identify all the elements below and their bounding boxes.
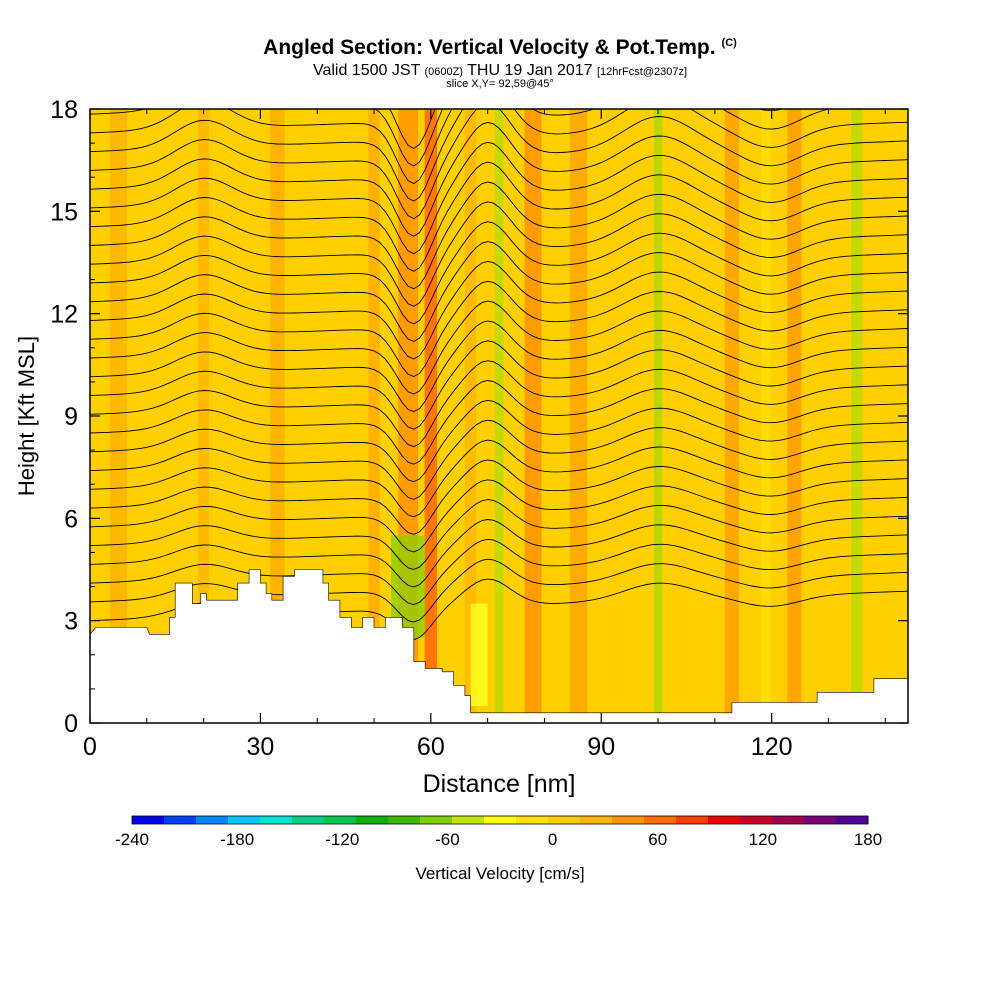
theta-contour (90, 380, 908, 465)
theta-contour (90, 300, 908, 395)
theta-contour (90, 439, 908, 518)
y-axis-label: Height [Kft MSL] (14, 336, 39, 496)
theta-contour (90, 181, 908, 290)
y-tick-label: 9 (64, 403, 78, 431)
colorbar-swatch (708, 816, 741, 824)
theta-contour (90, 459, 908, 535)
colorbar-swatch (324, 816, 357, 824)
colorbar-swatch (548, 816, 581, 824)
colorbar-tick-label: -180 (220, 830, 254, 849)
theta-contour (90, 499, 908, 570)
colorbar-swatch (420, 816, 453, 824)
theta-contour (90, 109, 832, 185)
axes: 0 30 60 90 120 0 3 6 9 12 15 18 Distance [nm] Height … (14, 96, 908, 798)
theta-contour (90, 280, 908, 377)
slice-label: slice X,Y= 92,59@45° (446, 78, 554, 90)
colorbar-swatch (836, 816, 869, 824)
chart-title: Angled Section: Vertical Velocity & Pot.… (263, 36, 737, 59)
colorbar-tick-label: -120 (325, 830, 359, 849)
x-tick-label: 120 (751, 733, 793, 761)
theta-contour (90, 479, 908, 553)
theta-contour (90, 399, 908, 483)
theta-contour (90, 260, 908, 360)
theta-contour (90, 221, 908, 325)
colorbar-tick-label: 60 (648, 830, 667, 849)
colorbar-swatch (676, 816, 709, 824)
x-axis-label: Distance [nm] (423, 770, 576, 798)
title-units: (C) (721, 37, 737, 49)
colorbar: -240 -180 -120 -60 0 60 120 180 (115, 815, 882, 849)
y-tick-label: 6 (64, 505, 78, 533)
chart-subtitle: Valid 1500 JST (0600Z) THU 19 Jan 2017 [… (312, 62, 688, 79)
colorbar-swatch (452, 816, 485, 824)
colorbar-swatch (356, 816, 389, 824)
colorbar-swatch (612, 816, 645, 824)
y-tick-label: 0 (64, 710, 78, 738)
theta-contour (90, 141, 908, 255)
theta-contour (90, 109, 908, 202)
colorbar-title: Vertical Velocity [cm/s] (415, 864, 585, 883)
colorbar-swatch (164, 816, 197, 824)
theta-contour (90, 121, 908, 237)
y-tick-label: 3 (64, 608, 78, 636)
colorbar-swatch (228, 816, 261, 824)
theta-contour (90, 538, 908, 605)
theta-contour (90, 340, 908, 430)
colorbar-tick-label: 0 (548, 830, 557, 849)
theta-contour (90, 109, 908, 220)
x-tick-label: 30 (247, 733, 275, 761)
colorbar-swatch (740, 816, 773, 824)
colorbar-tick-label: -240 (115, 830, 149, 849)
theta-contours (90, 109, 908, 641)
x-tick-label: 0 (83, 733, 97, 761)
colorbar-tick-label: -60 (435, 830, 460, 849)
x-tick-label: 90 (587, 733, 615, 761)
colorbar-swatch (292, 816, 325, 824)
colorbar-swatch (132, 816, 165, 824)
theta-contour (90, 360, 908, 448)
y-tick-label: 12 (50, 301, 78, 329)
colorbar-swatch (484, 816, 517, 824)
colorbar-tick-label: 120 (749, 830, 777, 849)
theta-contour (90, 201, 908, 307)
theta-contour (90, 519, 908, 588)
colorbar-swatch (804, 816, 837, 824)
theta-contour (90, 558, 908, 623)
colorbar-swatch (196, 816, 229, 824)
colorbar-tick-label: 180 (854, 830, 882, 849)
theta-contour (90, 241, 908, 342)
theta-contour (90, 419, 908, 500)
colorbar-swatch (772, 816, 805, 824)
y-tick-label: 18 (50, 96, 78, 124)
colorbar-swatch (580, 816, 613, 824)
y-tick-label: 15 (50, 198, 78, 226)
theta-contour (90, 320, 908, 413)
colorbar-swatch (516, 816, 549, 824)
colorbar-swatch (388, 816, 421, 824)
colorbar-swatch (260, 816, 293, 824)
theta-contour (90, 161, 908, 272)
x-tick-label: 60 (417, 733, 445, 761)
terrain-mask (89, 569, 909, 724)
colorbar-swatch (644, 816, 677, 824)
colorbar-frame (131, 815, 869, 825)
